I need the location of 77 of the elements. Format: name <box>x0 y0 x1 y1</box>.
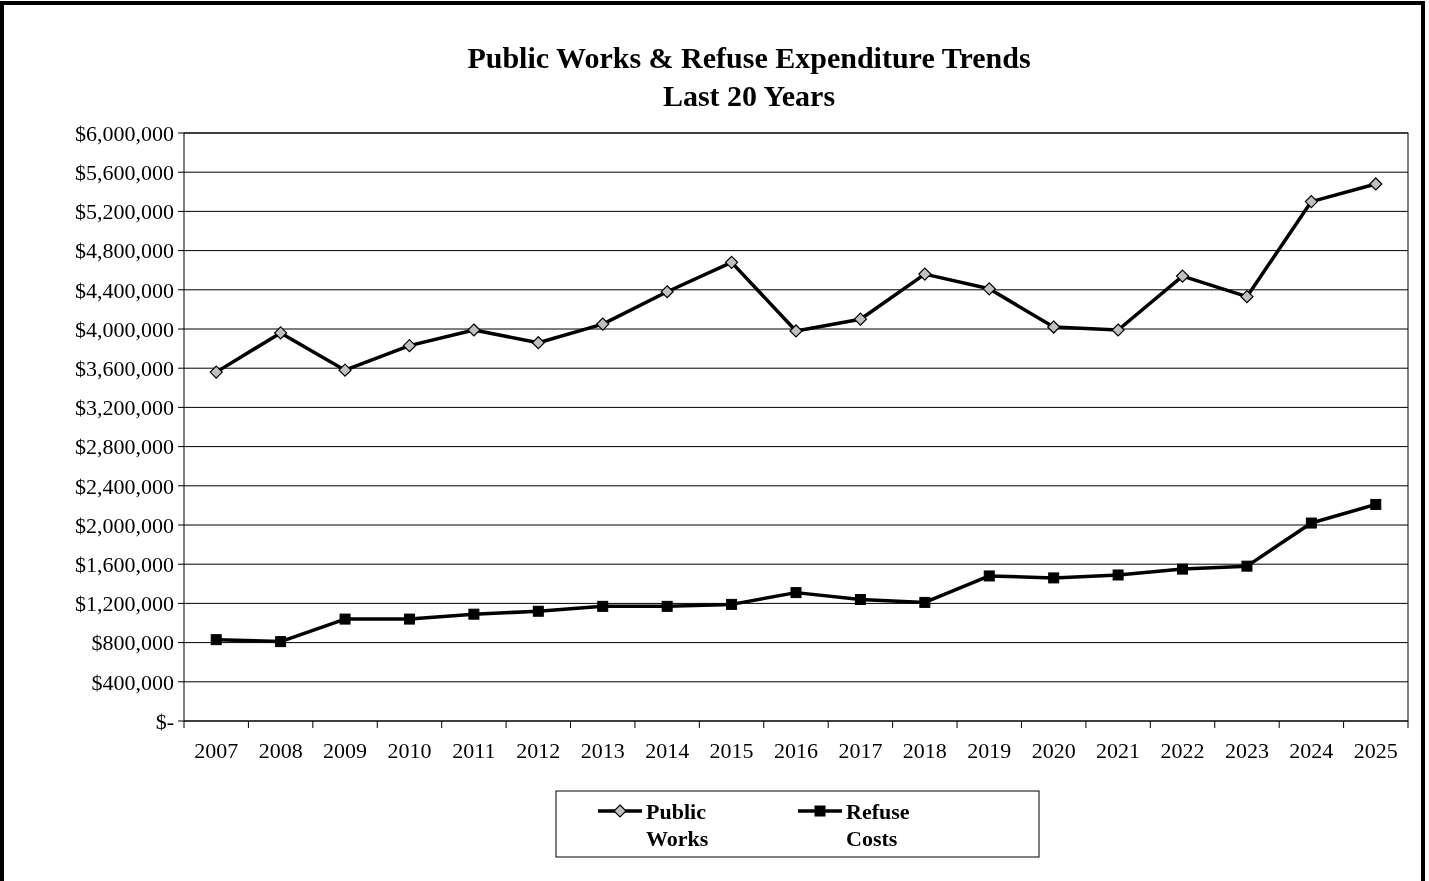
point <box>1369 177 1383 191</box>
y-tick-label: $400,000 <box>91 669 174 695</box>
x-tick-label: 2025 <box>1353 738 1398 763</box>
point <box>982 282 996 296</box>
point <box>597 600 609 612</box>
x-tick-label: 2018 <box>902 738 947 763</box>
y-tick-label: $800,000 <box>91 630 174 656</box>
point <box>661 600 673 612</box>
point <box>467 323 481 337</box>
point <box>1241 560 1253 572</box>
point <box>1305 517 1317 529</box>
x-tick-label: 2017 <box>838 738 883 763</box>
x-tick-label: 2012 <box>516 738 561 763</box>
y-tick-label: $4,800,000 <box>75 238 174 264</box>
y-tick-label: $6,000,000 <box>75 120 174 146</box>
point <box>1047 320 1061 334</box>
point <box>403 613 415 625</box>
y-tick-label: $1,200,000 <box>75 591 174 617</box>
point <box>1177 563 1189 575</box>
y-tick-label: $2,000,000 <box>75 512 174 538</box>
point <box>1048 572 1060 584</box>
y-tick-label: $5,600,000 <box>75 159 174 185</box>
chart-title: Public Works & Refuse Expenditure Trends <box>467 41 1031 74</box>
y-tick-label: $3,200,000 <box>75 395 174 421</box>
point <box>1112 569 1124 581</box>
legend-label: Refuse Costs <box>846 799 910 851</box>
x-tick-label: 2007 <box>194 738 239 763</box>
x-tick-label: 2013 <box>580 738 625 763</box>
point <box>402 339 417 353</box>
y-tick-label: $4,400,000 <box>75 277 174 303</box>
point <box>338 363 352 377</box>
y-tick-label: $4,000,000 <box>75 316 174 342</box>
point <box>275 636 287 648</box>
point <box>854 593 866 605</box>
point <box>210 634 222 646</box>
point <box>724 255 739 269</box>
point <box>209 365 223 379</box>
x-tick-label: 2008 <box>258 738 303 763</box>
x-tick-label: 2021 <box>1096 738 1141 763</box>
y-tick-label: $5,200,000 <box>75 199 174 225</box>
point <box>660 285 674 299</box>
x-tick-label: 2009 <box>323 738 368 763</box>
x-tick-label: 2011 <box>452 738 496 763</box>
x-tick-label: 2015 <box>709 738 754 763</box>
x-tick-label: 2023 <box>1224 738 1269 763</box>
point <box>789 324 803 338</box>
legend-label: Public Works <box>646 799 709 851</box>
point <box>1175 269 1190 283</box>
point <box>983 570 995 582</box>
point <box>596 317 610 331</box>
point <box>274 326 288 340</box>
point <box>790 587 802 599</box>
point <box>1111 323 1125 337</box>
point <box>1304 195 1318 209</box>
x-tick-label: 2010 <box>387 738 432 763</box>
point <box>1370 498 1382 510</box>
chart-subtitle: Last 20 Years <box>662 79 836 112</box>
x-tick-label: 2016 <box>774 738 818 763</box>
point <box>532 605 544 617</box>
x-tick-label: 2022 <box>1160 738 1205 763</box>
x-tick-label: 2019 <box>967 738 1012 763</box>
point <box>919 596 931 608</box>
x-tick-label: 2020 <box>1031 738 1076 763</box>
point <box>531 336 545 350</box>
point <box>853 312 868 326</box>
point <box>468 608 480 620</box>
y-tick-label: $2,800,000 <box>75 434 174 460</box>
x-tick-label: 2024 <box>1289 738 1334 763</box>
y-tick-label: $2,400,000 <box>75 473 174 499</box>
y-tick-label: $- <box>155 708 174 734</box>
y-tick-label: $1,600,000 <box>75 551 174 577</box>
point <box>1240 290 1254 304</box>
point <box>339 613 351 625</box>
y-tick-label: $3,600,000 <box>75 355 174 381</box>
x-tick-label: 2014 <box>645 738 690 763</box>
point <box>726 598 738 610</box>
point <box>918 267 932 281</box>
